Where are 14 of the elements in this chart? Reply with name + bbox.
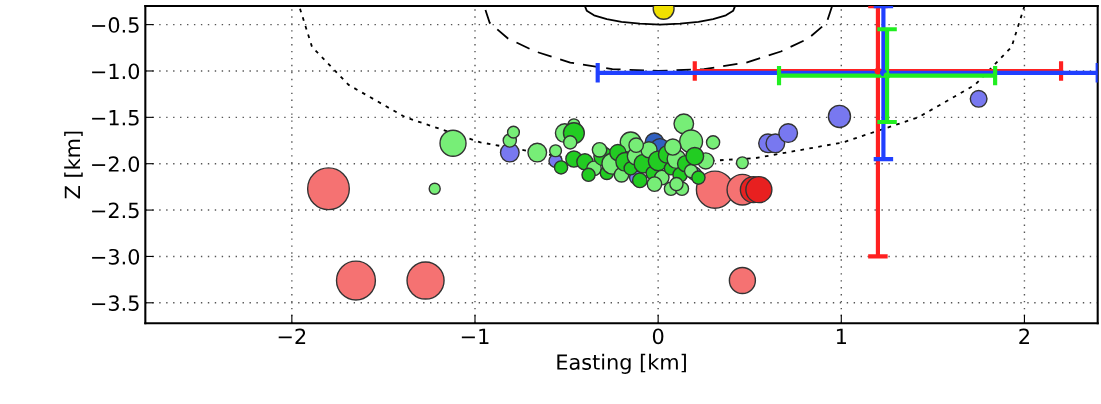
x-tick-label: 0 <box>652 328 664 345</box>
y-tick-label: −1.0 <box>92 63 140 80</box>
x-axis-title: Easting [km] <box>557 353 686 374</box>
y-tick-label: −1.5 <box>92 110 139 126</box>
x-tick-label: −1 <box>461 328 489 344</box>
y-tick-label: −3.5 <box>92 295 139 312</box>
x-tick-label: 1 <box>836 328 846 344</box>
y-tick-label: −2.5 <box>92 202 139 219</box>
y-tick-label: −3.0 <box>92 248 140 265</box>
y-tick-label: −2.0 <box>92 156 140 172</box>
y-tick-label: −0.5 <box>92 17 139 33</box>
y-axis-title: Z [km] <box>64 131 83 199</box>
x-tick-label: −2 <box>278 328 306 344</box>
x-tick-label: 2 <box>1019 328 1029 344</box>
